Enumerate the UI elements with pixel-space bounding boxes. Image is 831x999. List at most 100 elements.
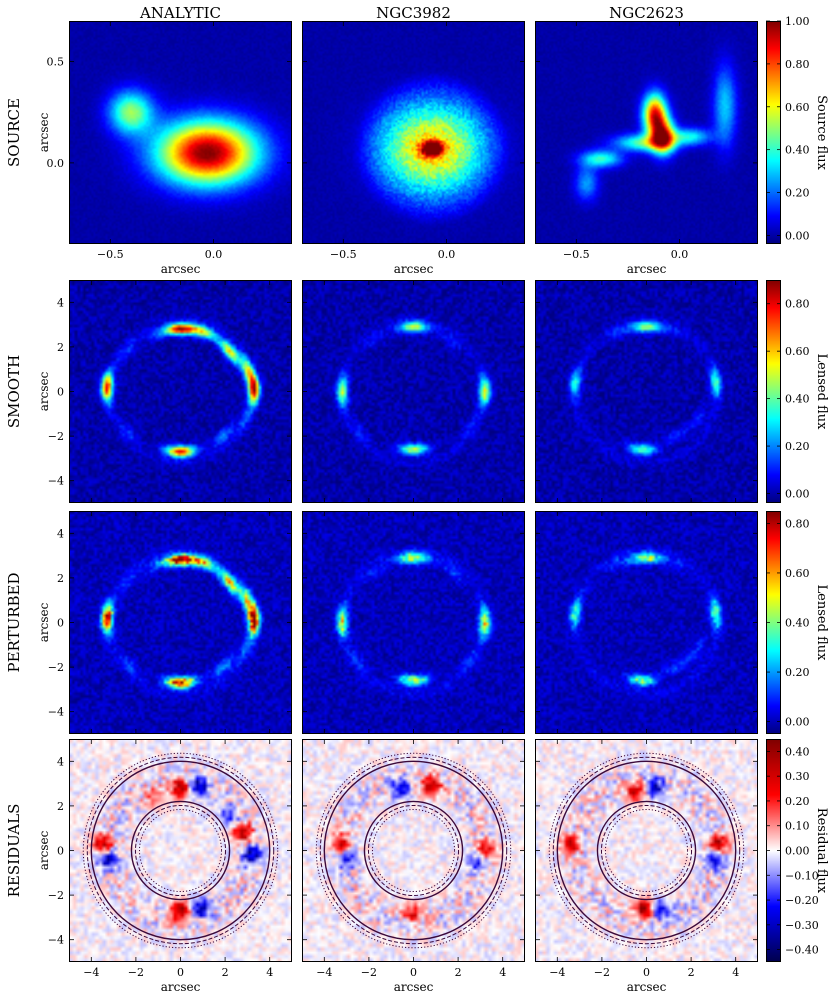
perturbed-image-ngc2623 xyxy=(535,511,758,734)
x-tick-label: −2 xyxy=(594,966,610,979)
colorbar-1 xyxy=(766,280,781,503)
row-label: RESIDUALS xyxy=(5,804,23,898)
y-tick-label: 4 xyxy=(57,755,64,768)
x-tick-label: 0.0 xyxy=(438,248,456,261)
smooth-image-ngc3982 xyxy=(302,280,525,503)
y-tick-label: 4 xyxy=(57,527,64,540)
colorbar-tick-label: 0.20 xyxy=(785,440,810,453)
x-tick-label: −2 xyxy=(361,966,377,979)
colorbar-label: Lensed flux xyxy=(814,354,829,431)
mask-contour-dotted-outer xyxy=(548,752,745,949)
x-tick-label: −4 xyxy=(316,966,332,979)
source-image-ngc3982 xyxy=(302,21,525,244)
y-axis-label: arcsec xyxy=(37,602,51,642)
x-tick-label: 0 xyxy=(177,966,184,979)
mask-contour-dashed-inner xyxy=(134,804,227,897)
colorbar-0 xyxy=(766,21,781,244)
colorbar-3 xyxy=(766,739,781,962)
colorbar-tick-label: 0.60 xyxy=(785,345,810,358)
residual-image-ngc3982 xyxy=(302,739,525,962)
colorbar-tick-label: 0.00 xyxy=(785,488,810,501)
x-tick-label: −0.5 xyxy=(330,248,357,261)
x-tick-label: −0.5 xyxy=(563,248,590,261)
x-axis-label: arcsec xyxy=(627,980,667,994)
row-label: SOURCE xyxy=(5,98,23,167)
x-tick-label: 2 xyxy=(455,966,462,979)
colorbar-label: Residual flux xyxy=(814,808,829,894)
panel-frame xyxy=(535,21,758,244)
y-axis-label: arcsec xyxy=(37,371,51,411)
mask-contour-solid-outer xyxy=(323,760,504,941)
y-tick-label: −2 xyxy=(48,889,64,902)
colorbar-tick-label: 0.20 xyxy=(785,795,810,808)
x-tick-label: −4 xyxy=(549,966,565,979)
mask-contour-solid-inner xyxy=(363,800,464,901)
smooth-image-analytic xyxy=(69,280,292,503)
column-title: ANALYTIC xyxy=(139,4,221,22)
y-tick-label: 2 xyxy=(57,800,64,813)
x-tick-label: 0 xyxy=(643,966,650,979)
residual-image-ngc2623 xyxy=(535,739,758,962)
panel-frame xyxy=(69,21,292,244)
mask-contour-dotted-outer xyxy=(315,752,512,949)
colorbar-tick-label: 1.00 xyxy=(785,15,810,28)
colorbar-tick-label: 0.00 xyxy=(785,229,810,242)
colorbar-tick-label: 0.10 xyxy=(785,820,810,833)
mask-contour-dashed-outer xyxy=(86,756,275,945)
colorbar-tick-label: 0.20 xyxy=(785,666,810,679)
perturbed-image-analytic xyxy=(69,511,292,734)
mask-contour-dashed-outer xyxy=(319,756,508,945)
x-axis-label: arcsec xyxy=(394,262,434,276)
x-tick-label: −0.5 xyxy=(97,248,124,261)
colorbar-label: Lensed flux xyxy=(814,585,829,662)
colorbar-tick-label: 0.40 xyxy=(785,745,810,758)
y-tick-label: −2 xyxy=(48,661,64,674)
residual-image-analytic xyxy=(69,739,292,962)
mask-contour-dotted-inner xyxy=(371,808,456,893)
y-axis-label: arcsec xyxy=(37,112,51,152)
mask-contour-solid-inner xyxy=(130,800,231,901)
colorbar-tick-label: 0.40 xyxy=(785,617,810,630)
y-tick-label: 0.0 xyxy=(47,157,65,170)
colorbar-2 xyxy=(766,511,781,734)
column-title: NGC3982 xyxy=(376,4,451,22)
y-tick-label: −4 xyxy=(48,475,64,488)
colorbar-frame xyxy=(766,280,781,503)
source-image-ngc2623 xyxy=(535,21,758,244)
y-tick-label: 0 xyxy=(57,845,64,858)
y-tick-label: −4 xyxy=(48,706,64,719)
mask-contour-dotted-outer xyxy=(82,752,279,949)
y-tick-label: 0.5 xyxy=(47,56,65,69)
row-label: PERTURBED xyxy=(5,572,23,672)
colorbar-tick-label: 0.80 xyxy=(785,58,810,71)
mask-contour-dashed-inner xyxy=(600,804,693,897)
colorbar-tick-label: −0.10 xyxy=(785,869,819,882)
column-title: NGC2623 xyxy=(609,4,684,22)
colorbar-tick-label: 0.00 xyxy=(785,845,810,858)
x-tick-label: 0.0 xyxy=(205,248,223,261)
mask-contour-solid-inner xyxy=(596,800,697,901)
colorbar-tick-label: 0.30 xyxy=(785,770,810,783)
x-axis-label: arcsec xyxy=(161,980,201,994)
x-tick-label: 2 xyxy=(222,966,229,979)
colorbar-frame xyxy=(766,21,781,244)
mask-contour-solid-outer xyxy=(90,760,271,941)
x-tick-label: 4 xyxy=(266,966,273,979)
x-tick-label: 4 xyxy=(499,966,506,979)
x-axis-label: arcsec xyxy=(394,980,434,994)
y-tick-label: −4 xyxy=(48,934,64,947)
colorbar-tick-label: 0.40 xyxy=(785,393,810,406)
colorbar-tick-label: −0.40 xyxy=(785,944,819,957)
smooth-image-ngc2623 xyxy=(535,280,758,503)
y-axis-label: arcsec xyxy=(37,830,51,870)
perturbed-image-ngc3982 xyxy=(302,511,525,734)
colorbar-tick-label: 0.00 xyxy=(785,716,810,729)
colorbar-tick-label: 0.80 xyxy=(785,298,810,311)
mask-contour-dashed-outer xyxy=(552,756,741,945)
panel-frame xyxy=(302,21,525,244)
colorbar-tick-label: 0.60 xyxy=(785,567,810,580)
x-axis-label: arcsec xyxy=(161,262,201,276)
x-axis-label: arcsec xyxy=(627,262,667,276)
x-tick-label: 0 xyxy=(410,966,417,979)
